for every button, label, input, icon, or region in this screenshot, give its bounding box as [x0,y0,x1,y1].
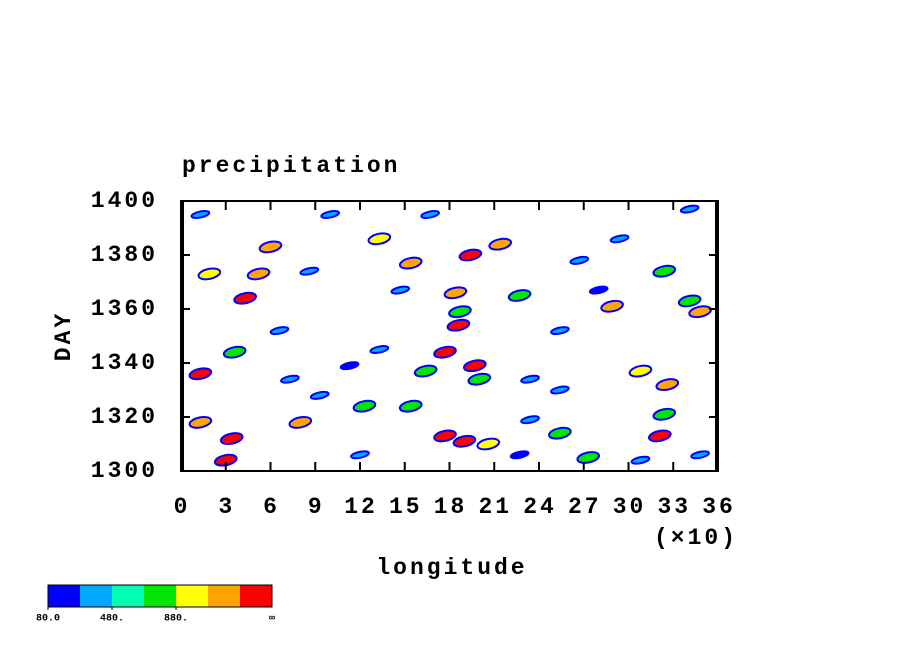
colorbar-swatch [176,585,208,607]
y-tick-label: 1320 [91,404,158,430]
x-tick-label: 27 [568,494,602,520]
x-multiplier: (×10) [654,525,738,551]
precip-cell [648,429,672,443]
y-axis-label: DAY [51,311,77,361]
precip-cell [367,232,392,246]
edge-band [181,201,184,471]
x-tick-label: 3 [218,494,235,520]
x-tick-label: 0 [174,494,191,520]
precip-cell [390,285,411,295]
precip-cell [309,390,330,400]
precip-cell [628,364,653,378]
x-axis-label: longitude [376,555,527,581]
y-tick-label: 1300 [91,458,158,484]
precip-cell [476,437,501,451]
precip-cell [420,210,440,219]
precip-cell [509,450,530,460]
colorbar-frame [47,584,273,608]
precip-cell [609,234,630,244]
x-tick-label: 18 [434,494,468,520]
precip-cell [233,291,257,305]
x-tick-label: 36 [702,494,736,520]
precip-cell [350,450,370,460]
precip-cell [320,210,340,219]
precip-cell [548,426,572,440]
precip-cell [520,415,540,425]
precip-cell [452,434,477,448]
precip-cell [188,416,213,429]
precip-cell [520,374,540,384]
precip-cell [550,385,570,395]
precip-cell [413,364,438,378]
precip-cell [652,264,677,278]
colorbar-swatch [240,585,272,607]
precip-cell [299,266,320,276]
x-tick-label: 15 [389,494,423,520]
precip-cell [369,345,390,354]
precip-cell [246,267,271,281]
x-tick-label: 12 [344,494,378,520]
precip-cell [433,345,457,359]
plot-area [188,204,712,467]
precip-cell [679,204,700,214]
precip-cell [588,285,609,295]
chart-title: precipitation [182,153,400,179]
y-tick-label: 1380 [91,242,158,268]
precip-cell [213,453,238,467]
colorbar-label: 480. [100,614,124,625]
precip-cell [600,299,624,313]
precip-cell [458,248,483,262]
colorbar-swatch [208,585,240,607]
precip-cell [677,294,702,308]
y-tick-label: 1400 [91,188,158,214]
y-tick-label: 1340 [91,350,158,376]
precip-cell [652,407,677,421]
colorbar-label: 880. [164,614,188,625]
precip-cell [197,267,222,281]
x-tick-label: 21 [478,494,512,520]
x-tick-label: 9 [308,494,325,520]
precip-cell [446,318,471,332]
precip-cell [448,305,472,319]
precip-cell [443,286,468,300]
precip-cell [222,345,247,359]
precip-cell [219,432,244,445]
precip-cell [352,399,377,413]
precip-cell [630,455,651,465]
precip-cell [655,378,680,391]
precip-cell [550,326,570,336]
precip-cell [433,429,457,443]
colorbar-swatch [112,585,144,607]
precip-cell [280,374,300,384]
precip-cell [507,289,532,302]
precip-cell [339,361,360,371]
precip-cell [190,210,211,219]
x-tick-label: 24 [523,494,557,520]
x-tick-label: 33 [657,494,691,520]
colorbar-label: 80.0 [36,614,60,625]
y-tick-label: 1360 [91,296,158,322]
precip-cell [398,399,423,413]
precip-cell [569,255,590,265]
precip-cell [690,450,710,460]
colorbar-label: ∞ [269,614,275,625]
colorbar-swatch [144,585,176,607]
precip-cell [467,372,492,386]
precip-cell [288,416,313,429]
precip-cell [188,367,213,381]
colorbar-swatch [80,585,112,607]
precip-cell [463,359,487,373]
precip-cell [488,237,513,251]
x-tick-label: 30 [613,494,647,520]
precip-cell [269,326,290,336]
colorbar-swatch [48,585,80,607]
x-tick-label: 6 [263,494,280,520]
precip-cell [398,256,423,270]
precip-cell [258,240,283,254]
precip-cell [576,451,601,464]
